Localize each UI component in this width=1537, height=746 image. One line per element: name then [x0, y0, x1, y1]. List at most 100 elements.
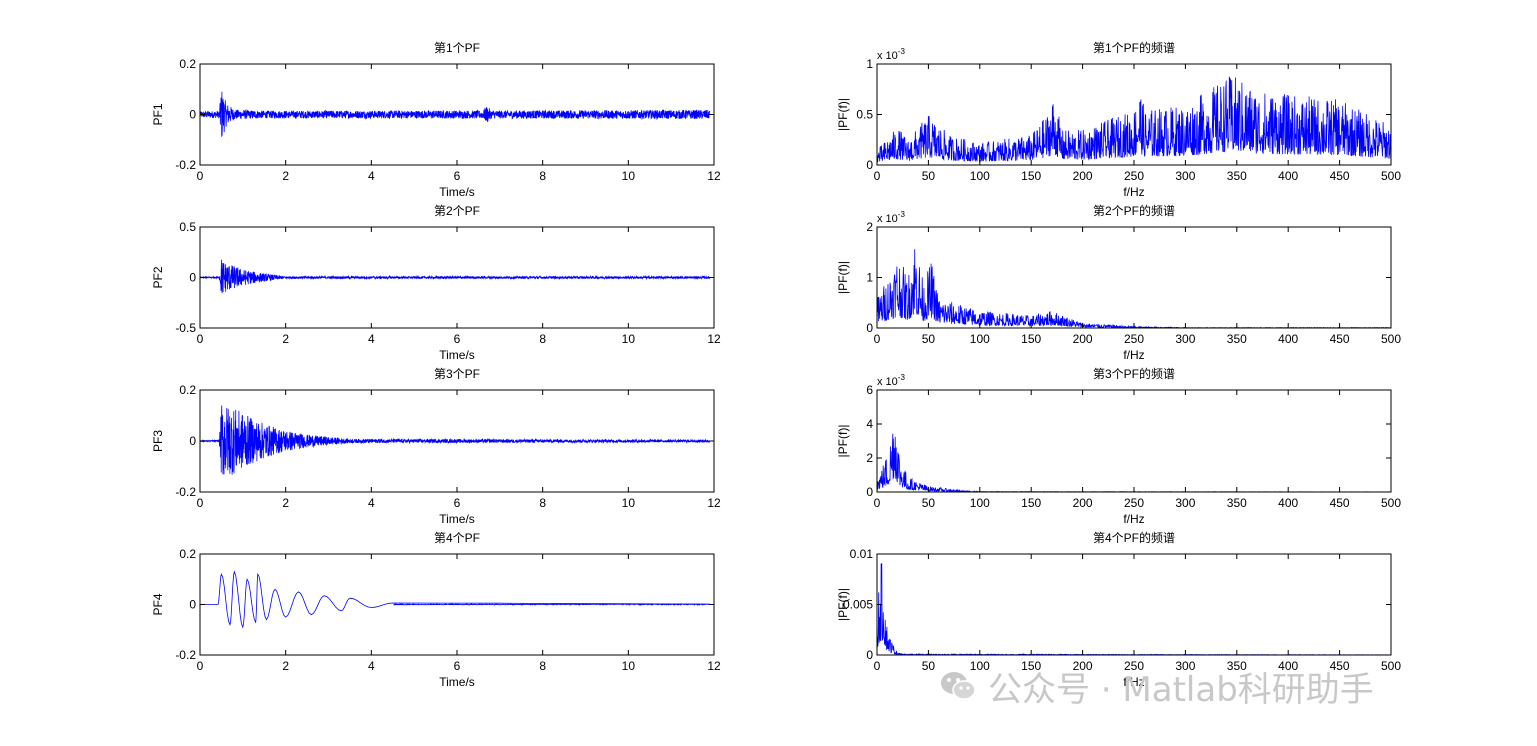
subplot-title: 第4个PF的频谱 — [1093, 530, 1175, 545]
x-tick-label: 4 — [368, 332, 375, 346]
y-tick-label: 0.2 — [179, 383, 196, 397]
y-tick-label: 0 — [189, 271, 196, 285]
y-tick-label: 0 — [866, 485, 873, 499]
x-tick-label: 300 — [1175, 659, 1195, 673]
axis-multiplier: x 10-3 — [877, 47, 905, 62]
y-tick-label: 2 — [866, 220, 873, 234]
y-axis-label: |PF(f)| — [836, 425, 850, 458]
series-line — [200, 570, 711, 629]
x-axis-label: Time/s — [439, 185, 475, 199]
x-tick-label: 50 — [922, 496, 936, 510]
x-tick-label: 50 — [922, 332, 936, 346]
x-tick-label: 6 — [454, 169, 461, 183]
y-axis-label: |PF(f)| — [836, 261, 850, 294]
y-tick-label: 0.005 — [843, 598, 873, 612]
x-tick-label: 12 — [707, 332, 721, 346]
y-tick-label: 0 — [866, 158, 873, 172]
x-tick-label: 6 — [454, 332, 461, 346]
x-tick-label: 2 — [282, 659, 289, 673]
x-tick-label: 0 — [874, 496, 881, 510]
x-tick-label: 150 — [1021, 332, 1041, 346]
wechat-icon — [941, 672, 976, 700]
y-tick-label: -0.2 — [175, 648, 196, 662]
x-tick-label: 350 — [1227, 659, 1247, 673]
axis-multiplier: x 10-3 — [877, 210, 905, 225]
x-tick-label: 350 — [1227, 169, 1247, 183]
x-tick-label: 12 — [707, 169, 721, 183]
y-tick-label: -0.5 — [175, 321, 196, 335]
x-tick-label: 300 — [1175, 169, 1195, 183]
y-tick-label: 0 — [189, 434, 196, 448]
x-tick-label: 250 — [1124, 659, 1144, 673]
multiplier-exponent: -3 — [898, 210, 906, 219]
x-tick-label: 100 — [970, 496, 990, 510]
x-tick-label: 4 — [368, 496, 375, 510]
y-axis-label: PF3 — [151, 430, 165, 452]
x-tick-label: 4 — [368, 659, 375, 673]
x-tick-label: 50 — [922, 659, 936, 673]
y-axis-label: |PF(f)| — [836, 588, 850, 621]
series-line — [200, 259, 711, 294]
y-tick-label: 0 — [189, 108, 196, 122]
y-tick-label: 4 — [866, 417, 873, 431]
x-tick-label: 0 — [197, 169, 204, 183]
x-tick-label: 200 — [1073, 332, 1093, 346]
x-axis-label: Time/s — [439, 675, 475, 689]
axes-box — [876, 389, 1392, 493]
x-tick-label: 12 — [707, 496, 721, 510]
x-tick-label: 4 — [368, 169, 375, 183]
x-tick-label: 150 — [1021, 169, 1041, 183]
x-tick-label: 2 — [282, 332, 289, 346]
x-tick-label: 10 — [622, 659, 636, 673]
y-tick-label: -0.2 — [175, 158, 196, 172]
x-tick-label: 200 — [1073, 169, 1093, 183]
x-tick-label: 0 — [197, 659, 204, 673]
subplot-title: 第4个PF — [434, 531, 480, 545]
x-tick-label: 150 — [1021, 496, 1041, 510]
x-tick-label: 2 — [282, 496, 289, 510]
y-axis-label: |PF(f)| — [836, 98, 850, 131]
y-axis-label: PF2 — [151, 266, 165, 288]
y-tick-label: 1 — [866, 57, 873, 71]
x-tick-label: 6 — [454, 659, 461, 673]
series-line — [877, 563, 1391, 655]
x-tick-label: 450 — [1330, 332, 1350, 346]
y-tick-label: 0 — [189, 598, 196, 612]
y-tick-label: 6 — [866, 383, 873, 397]
x-axis-label: f/Hz — [1123, 185, 1144, 199]
x-tick-label: 12 — [707, 659, 721, 673]
x-axis-label: f/Hz — [1123, 675, 1144, 689]
x-tick-label: 400 — [1278, 169, 1298, 183]
y-tick-label: 2 — [866, 451, 873, 465]
x-tick-label: 8 — [539, 496, 546, 510]
x-tick-label: 10 — [622, 332, 636, 346]
axis-multiplier: x 10-3 — [877, 373, 905, 388]
x-tick-label: 350 — [1227, 496, 1247, 510]
x-tick-label: 300 — [1175, 332, 1195, 346]
x-tick-label: 0 — [874, 169, 881, 183]
x-axis-label: Time/s — [439, 348, 475, 362]
x-tick-label: 6 — [454, 496, 461, 510]
x-axis-label: f/Hz — [1123, 348, 1144, 362]
x-tick-label: 10 — [622, 169, 636, 183]
x-tick-label: 450 — [1330, 659, 1350, 673]
x-tick-label: 2 — [282, 169, 289, 183]
x-axis-label: Time/s — [439, 512, 475, 526]
x-tick-label: 300 — [1175, 496, 1195, 510]
x-tick-label: 500 — [1381, 332, 1401, 346]
x-tick-label: 100 — [970, 169, 990, 183]
x-tick-label: 500 — [1381, 169, 1401, 183]
x-tick-label: 200 — [1073, 496, 1093, 510]
x-tick-label: 8 — [539, 659, 546, 673]
subplot-spec1: 0 50 100 150 200 250 300 350 400 450 500 0 0.5 1 第1个PF… — [836, 40, 1401, 199]
y-tick-label: 1 — [866, 271, 873, 285]
x-tick-label: 350 — [1227, 332, 1247, 346]
x-tick-label: 450 — [1330, 496, 1350, 510]
x-tick-label: 0 — [197, 496, 204, 510]
x-tick-label: 10 — [622, 496, 636, 510]
multiplier-exponent: -3 — [898, 47, 906, 56]
x-axis-label: f/Hz — [1123, 512, 1144, 526]
